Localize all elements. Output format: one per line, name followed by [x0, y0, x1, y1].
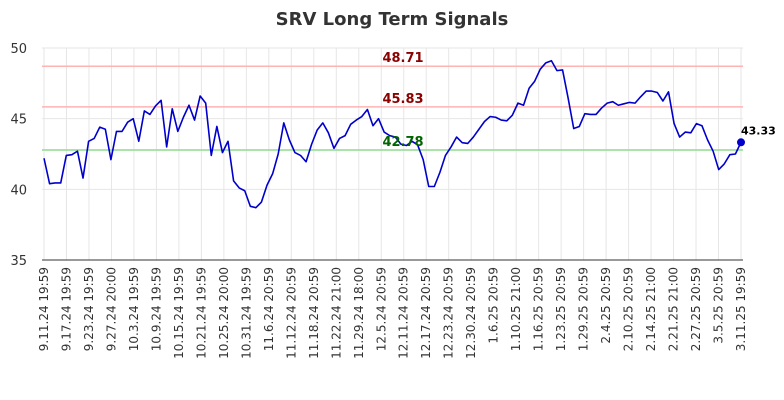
x-tick-label: 1.10.25 21:00 [509, 267, 523, 351]
x-tick-label: 2.27.25 20:59 [689, 267, 703, 351]
x-tick-label: 2.10.25 20:59 [622, 267, 636, 351]
x-tick-label: 12.5.24 20:59 [374, 267, 388, 351]
price-series [43, 59, 745, 209]
axes: 35 40 45 50 9.11.24 19:59 9.17.24 19:59 9.23.2… [10, 42, 748, 359]
x-tick-label: 9.11.24 19:59 [37, 267, 51, 351]
x-tick-label: 1.16.25 20:59 [532, 267, 546, 351]
x-tick-label: 11.12.24 20:59 [284, 267, 298, 359]
x-tick-label: 1.6.25 20:59 [487, 267, 501, 344]
x-tick-label: 2.14.25 21:00 [644, 267, 658, 351]
y-tick-label: 40 [10, 183, 27, 198]
signal-line-label: 42.78 [382, 135, 423, 150]
x-tick-label: 9.17.24 19:59 [59, 267, 73, 351]
x-tick-label: 10.31.24 19:59 [239, 267, 253, 359]
x-tick-label: 11.18.24 20:59 [307, 267, 321, 359]
signal-lines [42, 65, 743, 151]
annotations: 48.71 45.83 42.78 43.33 [382, 51, 775, 150]
chart-title: SRV Long Term Signals [276, 9, 509, 30]
signal-line-label: 48.71 [382, 51, 423, 66]
x-tick-label: 1.29.25 20:59 [577, 267, 591, 351]
x-tick-label: 3.11.25 19:59 [734, 267, 748, 351]
x-tick-label: 12.30.24 20:59 [464, 267, 478, 359]
last-value-label: 43.33 [741, 124, 776, 137]
y-tick-label: 45 [10, 113, 27, 128]
y-tick-label: 50 [10, 42, 27, 57]
grid [42, 47, 743, 261]
x-tick-label: 10.3.24 19:59 [127, 267, 141, 351]
last-value-point [737, 138, 745, 147]
x-tick-label: 2.21.25 21:00 [667, 267, 681, 351]
x-tick-label: 11.22.24 21:00 [329, 267, 343, 359]
x-tick-label: 11.6.24 20:59 [262, 267, 276, 351]
x-tick-label: 3.5.25 20:59 [712, 267, 726, 344]
price-line [43, 59, 742, 209]
signal-line-label: 45.83 [382, 92, 423, 107]
y-tick-label: 35 [10, 254, 27, 269]
x-tick-label: 1.23.25 20:59 [554, 267, 568, 351]
x-tick-label: 12.23.24 20:59 [442, 267, 456, 359]
x-tick-label: 10.15.24 19:59 [172, 267, 186, 359]
x-tick-label: 10.21.24 19:59 [194, 267, 208, 359]
x-tick-label: 12.17.24 20:59 [419, 267, 433, 359]
x-tick-label: 9.23.24 19:59 [82, 267, 96, 351]
x-tick-label: 11.29.24 18:00 [352, 267, 366, 359]
x-tick-label: 10.25.24 20:00 [217, 267, 231, 359]
x-tick-label: 9.27.24 20:00 [104, 267, 118, 351]
x-tick-label: 2.4.25 20:59 [599, 267, 613, 344]
x-tick-label: 12.11.24 20:59 [397, 267, 411, 359]
x-tick-label: 10.9.24 19:59 [149, 267, 163, 351]
